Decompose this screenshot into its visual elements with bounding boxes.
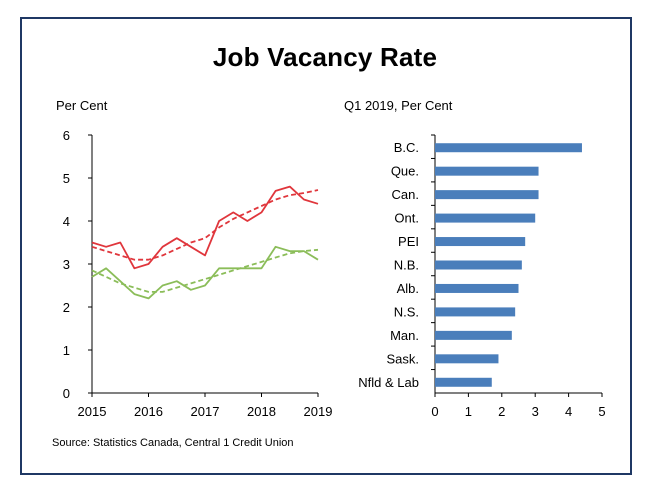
bar-category-label: Can. — [392, 187, 419, 202]
line-chart-y-tick-label: 5 — [63, 171, 70, 186]
bar — [435, 237, 526, 247]
bar-category-label: N.S. — [394, 304, 419, 319]
line-chart-y-tick-label: 0 — [63, 386, 70, 401]
bar-category-label: Nfld & Lab — [358, 375, 419, 390]
bar — [435, 260, 522, 270]
bar-category-label: Man. — [390, 328, 419, 343]
line-chart-y-axis-label: Per Cent — [56, 98, 108, 113]
bar — [435, 190, 539, 200]
bar-chart-x-tick-label: 3 — [532, 404, 539, 419]
bar-category-label: PEI — [398, 234, 419, 249]
line-series-0 — [91, 185, 319, 270]
bar — [435, 330, 512, 340]
line-series-1 — [91, 189, 319, 261]
line-chart-x-tick-label: 2016 — [134, 404, 163, 419]
chart-title: Job Vacancy Rate — [212, 42, 438, 72]
bar-chart-x-tick-label: 2 — [498, 404, 505, 419]
bar-chart-x-tick-label: 1 — [465, 404, 472, 419]
bar-category-label: Alb. — [397, 281, 419, 296]
bar-category-label: Que. — [391, 164, 419, 179]
bar-category-label: Ont. — [394, 211, 419, 226]
bar-category-label: Sask. — [386, 351, 419, 366]
bar-chart-x-tick-label: 5 — [598, 404, 605, 419]
bar — [435, 283, 519, 293]
line-series-3 — [91, 248, 319, 293]
bar-category-label: N.B. — [394, 258, 419, 273]
line-chart-x-tick-label: 2019 — [304, 404, 333, 419]
line-chart-y-tick-label: 6 — [63, 128, 70, 143]
bar — [435, 354, 499, 364]
bar — [435, 213, 536, 223]
line-chart-x-tick-label: 2015 — [78, 404, 107, 419]
bar-chart-x-tick-label: 4 — [565, 404, 572, 419]
line-chart-x-tick-label: 2017 — [191, 404, 220, 419]
line-chart-x-tick-label: 2018 — [247, 404, 276, 419]
bar — [435, 143, 582, 153]
line-chart-y-tick-label: 1 — [63, 343, 70, 358]
bar — [435, 377, 492, 387]
bar — [435, 307, 516, 317]
source-note: Source: Statistics Canada, Central 1 Cre… — [52, 437, 294, 449]
line-chart-y-tick-label: 3 — [63, 257, 70, 272]
bar — [435, 166, 539, 176]
bar-category-label: B.C. — [394, 140, 419, 155]
line-series-2 — [91, 245, 319, 300]
bar-chart-subtitle: Q1 2019, Per Cent — [344, 98, 453, 113]
line-chart-y-tick-label: 4 — [63, 214, 70, 229]
line-chart-y-tick-label: 2 — [63, 300, 70, 315]
bar-chart-x-tick-label: 0 — [431, 404, 438, 419]
